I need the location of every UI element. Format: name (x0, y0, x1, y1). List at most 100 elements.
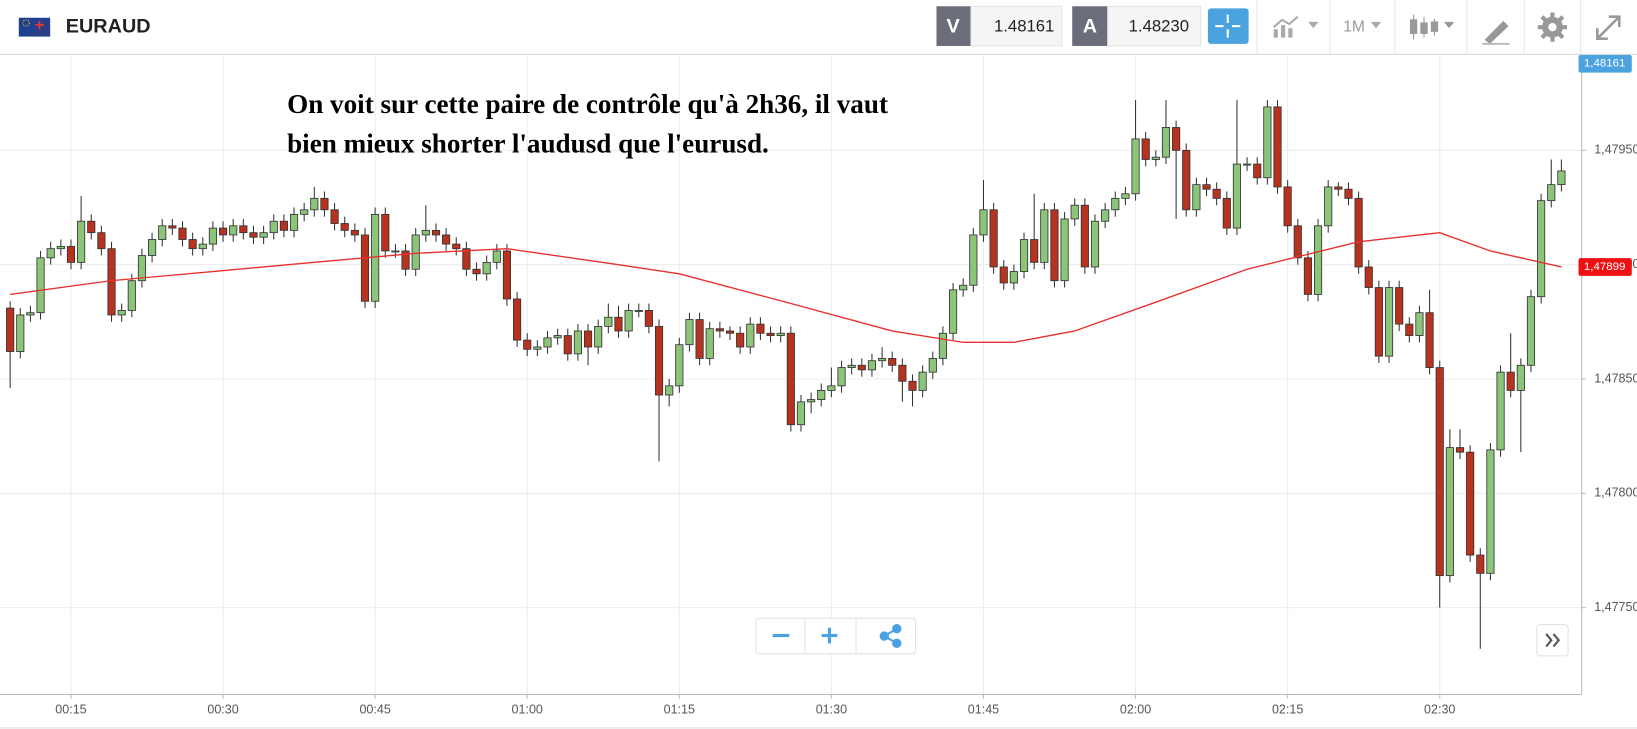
candle-body (1557, 170, 1566, 186)
drawing-button[interactable] (1482, 20, 1510, 45)
candle-body (614, 316, 623, 332)
candle-body (1405, 323, 1414, 336)
x-tick-label: 00:30 (207, 703, 238, 717)
candle-body (1263, 106, 1272, 179)
candle-body (381, 213, 390, 252)
share-button[interactable] (879, 624, 902, 649)
x-tick-label: 01:00 (512, 703, 543, 717)
candle-body (452, 243, 461, 250)
candle-body (401, 250, 410, 270)
candle-body (1101, 209, 1110, 222)
candle-body (1435, 367, 1444, 577)
candle-body (178, 227, 187, 240)
candle-body (492, 250, 501, 263)
candle-body (46, 248, 55, 259)
candle-body (421, 229, 430, 236)
flag (18, 17, 51, 37)
candle-body (1537, 200, 1546, 298)
fullscreen-button[interactable] (1596, 15, 1621, 40)
candle-body (340, 223, 349, 231)
candle-body (665, 385, 674, 396)
candle-style-button[interactable] (1409, 14, 1455, 40)
candle-body (1202, 184, 1211, 190)
scroll-right-icon (1545, 633, 1561, 648)
settings-button[interactable] (1537, 12, 1568, 42)
candle-body (1111, 197, 1120, 211)
candle-body (513, 298, 522, 341)
candle-body (137, 255, 147, 282)
candle-body (1151, 156, 1160, 160)
candle-body (289, 213, 299, 231)
price-tag-label: 1,47899 (1584, 261, 1625, 273)
candle-body (898, 364, 907, 382)
bid-button[interactable] (936, 6, 971, 46)
crosshair-button[interactable] (1207, 8, 1249, 44)
candle-body (634, 309, 643, 312)
y-tick-label: 1,47750 (1594, 600, 1637, 614)
candle-body (168, 225, 177, 229)
x-tick-label: 00:45 (359, 703, 390, 717)
candle-body (1009, 271, 1018, 284)
candle-body (310, 197, 319, 211)
zoom-out-button[interactable] (772, 633, 790, 638)
candle-body (87, 220, 96, 234)
candle-body (1395, 287, 1404, 325)
candle-body (847, 364, 856, 368)
candle-body (786, 332, 795, 426)
ask-box[interactable] (1107, 5, 1202, 47)
candle-body (1040, 209, 1049, 263)
candle-body (604, 316, 613, 327)
plot-area: 1,477501,478001,478501,479001,4795000:15… (0, 54, 1637, 729)
candle-body (6, 307, 15, 352)
chart-type-button[interactable] (1272, 15, 1319, 38)
candle-body (1425, 312, 1434, 368)
bid-box[interactable] (970, 5, 1063, 47)
candle-body (1516, 364, 1525, 391)
candle-body (56, 245, 65, 250)
candle-body (1019, 239, 1029, 272)
candle-body (867, 360, 877, 371)
candle-body (127, 280, 136, 311)
candle-body (1374, 287, 1383, 357)
zoom-in-button[interactable] (821, 627, 838, 644)
candle-body (279, 220, 288, 231)
candle-body (1070, 204, 1079, 220)
candle-body (442, 234, 451, 245)
timeframe[interactable]: 1M (1343, 18, 1365, 35)
candle-body (1486, 449, 1495, 574)
candle-body (107, 248, 116, 316)
annotation-line: On voit sur cette paire de contrôle qu'à… (287, 89, 888, 119)
bid-price: 1.48161 (994, 17, 1054, 36)
candle-body (77, 220, 86, 263)
candle-body (350, 229, 359, 236)
candle-body (472, 268, 481, 275)
x-tick-label: 01:30 (816, 703, 847, 717)
candle-body (523, 339, 532, 350)
candle-body (1354, 197, 1363, 268)
candle-body (1253, 163, 1262, 179)
candle-body (1131, 138, 1140, 195)
candle-body (1334, 186, 1343, 190)
candle-body (26, 312, 35, 316)
candle-body (888, 357, 897, 366)
candle-body (158, 225, 167, 240)
candle-body (1283, 186, 1292, 227)
ask-button[interactable] (1072, 6, 1108, 46)
candle-body (16, 314, 25, 352)
bid-label: V (947, 15, 961, 37)
candle-body (1050, 209, 1059, 282)
candle-body (1161, 127, 1171, 158)
candle-body (928, 357, 937, 373)
candle-body (817, 390, 826, 400)
candle-body (746, 323, 755, 348)
candle-body (1496, 371, 1505, 451)
candle-body (1243, 163, 1252, 166)
candle-body (989, 209, 998, 268)
candle-body (1476, 554, 1485, 574)
candle-body (188, 239, 197, 250)
candle-body (654, 325, 664, 396)
x-tick-label: 01:15 (664, 703, 695, 717)
candle-body (462, 248, 471, 270)
